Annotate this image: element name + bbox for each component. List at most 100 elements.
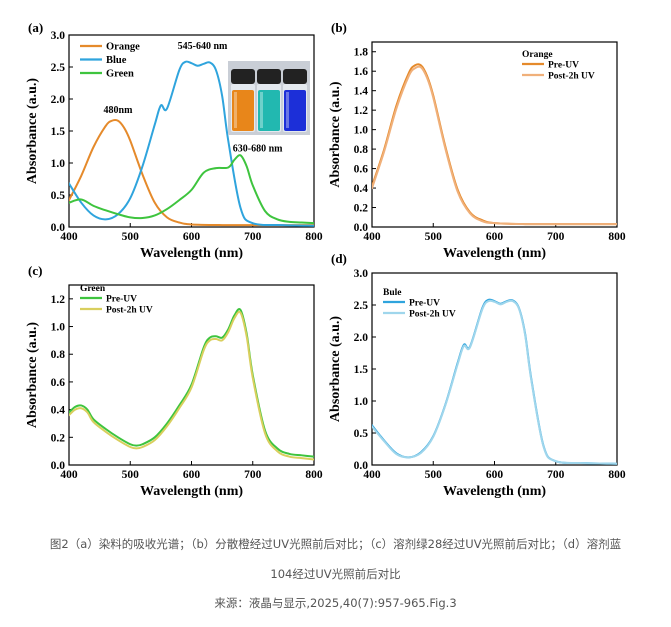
y-tick-label: 1.0: [51, 158, 66, 170]
legend-title: Orange: [522, 50, 553, 60]
vial-highlight: [234, 92, 237, 128]
x-tick-label: 700: [244, 469, 262, 481]
y-tick-label: 2.0: [51, 94, 66, 106]
y-tick-label: 0.4: [51, 405, 66, 417]
x-axis-label: Wavelength (nm): [443, 246, 546, 261]
panel-c: (c) 400 500 600 700 800 0.0 0.2 0.4 0.6 0.8 1.0 1.2 W…: [25, 263, 323, 499]
y-tick-label: 1.8: [354, 47, 369, 59]
series-line-post-2h-uv: [372, 299, 617, 465]
x-tick-label: 500: [122, 231, 140, 243]
x-tick-label: 500: [425, 469, 443, 481]
y-tick-label: 2.0: [354, 332, 369, 344]
vial-cap: [283, 69, 307, 84]
series-group: [69, 308, 314, 461]
x-tick-label: 400: [60, 469, 78, 481]
y-tick-label: 1.0: [354, 396, 369, 408]
series-line-green: [69, 154, 314, 225]
y-tick-label: 0.4: [354, 183, 369, 195]
vial-cap: [257, 69, 281, 84]
x-tick-label: 700: [547, 231, 565, 243]
legend-entry: Orange: [106, 42, 140, 53]
x-tick-label: 800: [305, 469, 323, 481]
y-tick-label: 0.5: [354, 428, 369, 440]
y-tick-label: 0.0: [354, 460, 369, 472]
y-tick-label: 3.0: [51, 30, 66, 42]
x-tick-label: 500: [425, 231, 443, 243]
x-axis-label: Wavelength (nm): [140, 246, 243, 261]
series-line-pre-uv: [372, 298, 617, 465]
y-tick-label: 0.2: [51, 432, 66, 444]
legend-entry: Pre-UV: [106, 295, 137, 305]
legend-title: Bule: [383, 288, 401, 298]
annotation: 630-680 nm: [233, 143, 283, 154]
series-group: [372, 298, 617, 465]
annotation: 480nm: [104, 105, 134, 116]
panel-label: (d): [331, 251, 347, 266]
panel-label: (b): [331, 20, 347, 35]
x-tick-label: 800: [305, 231, 323, 243]
series-line-post-2h-uv: [69, 310, 314, 461]
y-tick-label: 0.8: [51, 349, 66, 361]
vial-liquid: [232, 90, 254, 131]
x-tick-label: 400: [363, 469, 381, 481]
panel-d: (d) 400 500 600 700 800 0.0 0.5 1.0 1.5 2.0 2.5 3.0 W…: [328, 251, 626, 499]
legend-title: Green: [80, 284, 106, 294]
axes-frame: [371, 41, 618, 228]
legend: Orange Blue Green: [80, 42, 140, 80]
x-tick-label: 400: [60, 231, 78, 243]
figure-caption-line-1: 图2（a）染料的吸收光谱；（b）分散橙经过UV光照前后对比；（c）溶剂绿28经过…: [49, 537, 622, 551]
x-tick-label: 600: [486, 231, 504, 243]
panel-label: (a): [28, 20, 43, 35]
x-tick-label: 700: [244, 231, 262, 243]
y-tick-label: 1.0: [354, 125, 369, 137]
y-tick-label: 0.0: [51, 460, 66, 472]
y-tick-label: 1.2: [354, 105, 369, 117]
figure: (a) 400 500 600 700 800 0.0 0.5 1.0 1.5 2.0 2.5 3.0 W…: [25, 20, 626, 499]
y-tick-label: 0.2: [354, 203, 369, 215]
legend-entry: Blue: [106, 55, 127, 66]
y-tick-label: 0.6: [51, 377, 66, 389]
series-line-post-2h-uv: [372, 65, 617, 226]
y-tick-label: 2.5: [51, 62, 66, 74]
legend-entry: Pre-UV: [548, 61, 579, 71]
series-group: [372, 63, 617, 226]
x-tick-label: 600: [183, 231, 201, 243]
legend-entry: Post-2h UV: [106, 306, 153, 316]
series-line-orange: [69, 119, 314, 227]
legend-entry: Post-2h UV: [548, 72, 595, 82]
x-tick-label: 800: [608, 231, 626, 243]
series-line-pre-uv: [372, 63, 617, 226]
series-group: [69, 60, 314, 227]
y-tick-label: 2.5: [354, 300, 369, 312]
x-tick-label: 500: [122, 469, 140, 481]
y-tick-label: 1.4: [354, 86, 369, 98]
y-axis-label: Absorbance (a.u.): [328, 316, 343, 423]
x-axis-label: Wavelength (nm): [443, 484, 546, 499]
panel-b: (b) 400 500 600 700 800 0.0 0.2 0.4 0.6 0.8 1.0 1.2 1…: [328, 20, 626, 261]
vial-cap: [231, 69, 255, 84]
legend-entry: Pre-UV: [409, 299, 440, 309]
y-axis-label: Absorbance (a.u.): [25, 78, 40, 185]
y-tick-label: 0.0: [354, 222, 369, 234]
y-tick-label: 3.0: [354, 268, 369, 280]
y-tick-label: 1.6: [354, 66, 369, 78]
vial-liquid: [258, 90, 280, 131]
y-tick-label: 0.5: [51, 190, 66, 202]
figure-caption-line-2: 104经过UV光照前后对比: [270, 567, 401, 581]
y-tick-label: 0.0: [51, 222, 66, 234]
y-tick-label: 1.5: [354, 364, 369, 376]
x-axis-label: Wavelength (nm): [140, 484, 243, 499]
panel-label: (c): [28, 263, 42, 278]
vial-highlight: [260, 92, 263, 128]
vials-photo: [228, 61, 310, 135]
x-tick-label: 800: [608, 469, 626, 481]
x-tick-label: 400: [363, 231, 381, 243]
legend-entry: Green: [106, 69, 134, 80]
y-tick-label: 1.0: [51, 322, 66, 334]
x-tick-label: 700: [547, 469, 565, 481]
y-tick-label: 0.6: [354, 164, 369, 176]
vial-liquid: [284, 90, 306, 131]
panel-a: (a) 400 500 600 700 800 0.0 0.5 1.0 1.5 2.0 2.5 3.0 W…: [25, 20, 323, 261]
